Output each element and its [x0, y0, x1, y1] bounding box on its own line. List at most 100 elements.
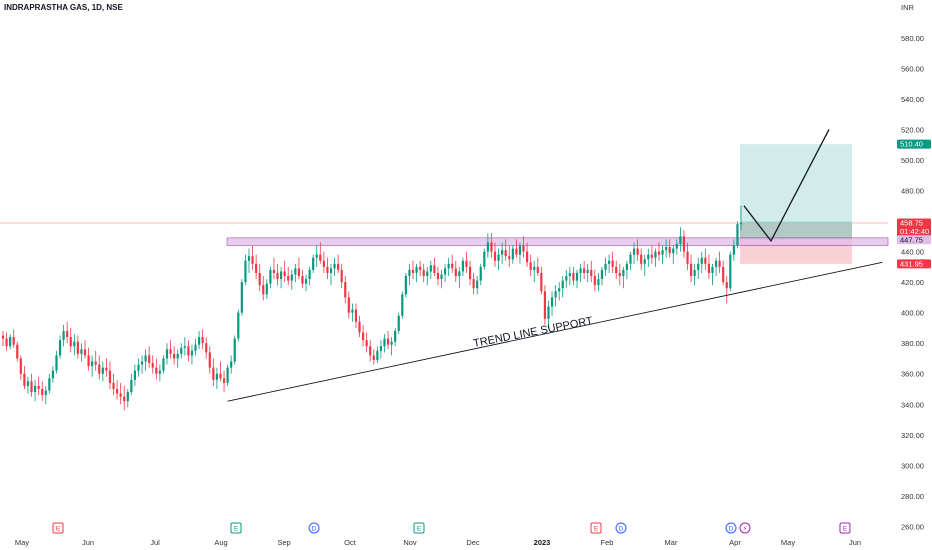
candle	[233, 335, 236, 365]
candle-body	[94, 361, 97, 365]
candle	[358, 315, 361, 338]
candle-body	[30, 381, 33, 393]
candle-body	[522, 245, 525, 252]
candle-body	[301, 276, 304, 284]
candle-body	[126, 392, 129, 402]
candle-body	[554, 291, 557, 298]
candle	[604, 257, 607, 277]
target-zone	[740, 144, 852, 223]
event-marker-shape	[739, 522, 751, 534]
candle	[208, 346, 211, 374]
candle	[91, 355, 94, 377]
candle-body	[422, 269, 425, 277]
event-marker-shape	[308, 522, 320, 534]
candle	[682, 230, 686, 258]
candle	[600, 266, 604, 286]
candle	[108, 361, 112, 389]
candle	[251, 245, 254, 270]
event-marker-letter: E	[594, 525, 599, 532]
candle-body	[173, 353, 176, 359]
candle	[490, 233, 493, 258]
currency-label: INR	[901, 3, 915, 12]
event-marker: E	[230, 522, 242, 534]
candle-body	[55, 355, 58, 371]
candle-body	[501, 250, 504, 255]
candle	[101, 361, 104, 382]
price-tick-label: 360.00	[901, 370, 924, 379]
time-tick-label: Sep	[277, 538, 290, 547]
candle-body	[593, 276, 596, 286]
event-marker: E	[590, 522, 602, 534]
candle-body	[447, 263, 450, 269]
event-marker-shape	[413, 522, 425, 534]
candle	[640, 248, 643, 270]
event-marker: D	[615, 522, 627, 534]
candle	[237, 309, 240, 342]
candle	[622, 266, 625, 289]
candle	[240, 279, 243, 316]
candle	[361, 324, 365, 347]
candle-body	[515, 248, 518, 255]
price-badge-text: 510.40	[900, 140, 923, 149]
candle-body	[536, 266, 539, 273]
event-marker-shape	[615, 522, 627, 534]
candle-body	[686, 251, 689, 264]
projection-path	[743, 129, 830, 243]
candle	[37, 376, 40, 396]
candle-body	[16, 344, 19, 359]
candle-body	[176, 353, 179, 359]
price-tick-label: 540.00	[901, 95, 924, 104]
candle-body	[297, 268, 301, 277]
candle	[704, 248, 707, 270]
candle-body	[340, 269, 343, 283]
candle	[212, 358, 215, 386]
candle-body	[493, 251, 497, 261]
candle-body	[550, 297, 554, 307]
candle-body	[201, 337, 204, 344]
time-tick-label: May	[15, 538, 29, 547]
candle	[390, 337, 393, 356]
candle	[736, 221, 739, 249]
candle	[515, 239, 518, 258]
candle	[654, 248, 657, 267]
candle-body	[169, 349, 172, 354]
candle	[265, 279, 268, 299]
event-marker: E	[839, 522, 851, 534]
candle-body	[632, 248, 636, 255]
candle	[429, 260, 432, 280]
candle-body	[12, 337, 15, 345]
candle-body	[525, 251, 529, 263]
price-tick-label: 260.00	[901, 522, 924, 531]
candle	[722, 260, 725, 286]
candle-body	[287, 276, 290, 281]
candle-body	[732, 245, 735, 255]
candle	[190, 344, 194, 365]
candle	[689, 254, 693, 283]
candle	[486, 233, 489, 258]
candle-body	[643, 259, 646, 264]
candle-body	[276, 272, 279, 280]
price-badge-bg	[897, 259, 931, 269]
time-axis[interactable]: May Jun Jul Aug Sep Oct Nov Dec 2023 Feb Mar Apr May…	[15, 538, 861, 547]
candle-body	[461, 260, 465, 272]
candle-body	[672, 248, 675, 254]
price-badge-countdown: 01:42:40	[900, 227, 929, 236]
candle-body	[333, 263, 336, 269]
candle-body	[408, 269, 411, 277]
candle-body	[411, 269, 415, 273]
candle	[62, 324, 65, 347]
candle	[693, 263, 696, 286]
time-tick-label: Oct	[344, 538, 357, 547]
candle-body	[69, 337, 72, 347]
candle-body	[607, 260, 611, 264]
candle-body	[486, 242, 489, 252]
candle-body	[729, 254, 732, 289]
candle-body	[183, 346, 186, 348]
candle	[729, 251, 732, 292]
price-axis[interactable]: 260.00 280.00 300.00 320.00 340.00 360.00 380.…	[901, 34, 924, 531]
candle	[326, 257, 329, 280]
candle	[697, 257, 700, 280]
time-tick-label: Feb	[601, 538, 614, 547]
candle-body	[679, 236, 682, 244]
candle-body	[647, 254, 650, 260]
